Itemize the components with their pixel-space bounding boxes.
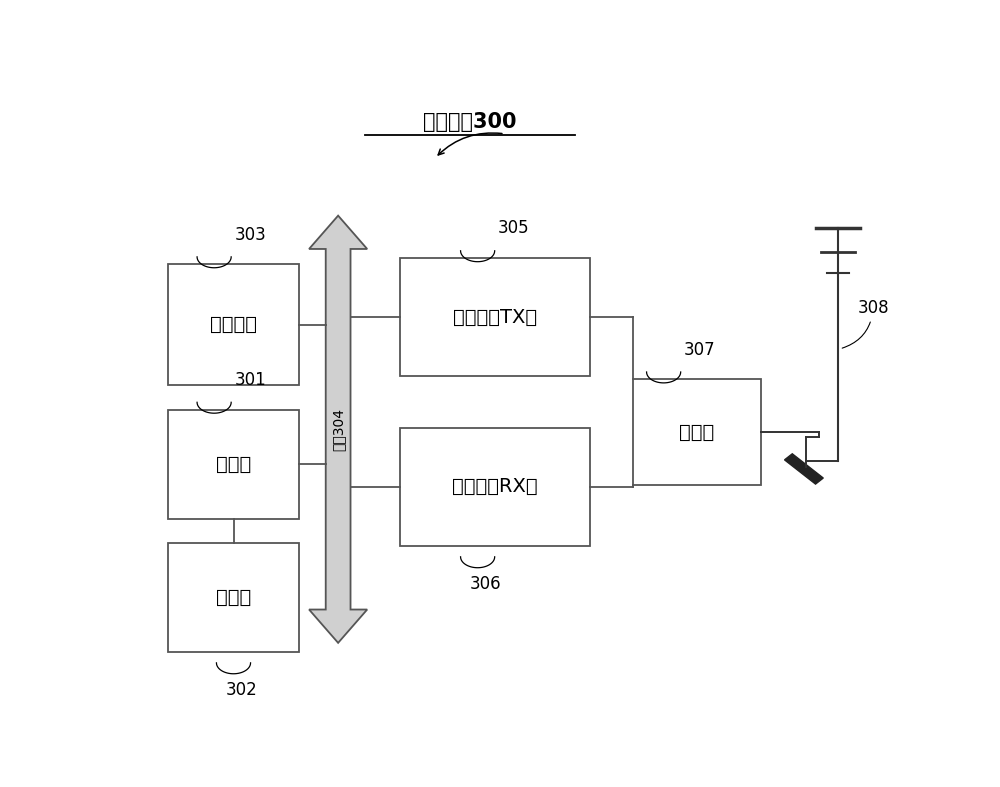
Text: 网络接口: 网络接口 <box>210 316 257 334</box>
Text: 307: 307 <box>684 341 715 359</box>
Bar <box>168 409 299 519</box>
Text: 302: 302 <box>226 681 258 699</box>
Text: 处理器: 处理器 <box>216 455 251 474</box>
Text: 306: 306 <box>470 575 501 593</box>
Polygon shape <box>785 454 823 484</box>
Text: 总线304: 总线304 <box>331 408 345 451</box>
Bar <box>400 427 590 546</box>
Bar <box>168 543 299 652</box>
Text: 308: 308 <box>842 298 889 348</box>
Text: 305: 305 <box>498 220 529 238</box>
Bar <box>168 264 299 386</box>
Bar <box>400 258 590 376</box>
Text: 接收器（RX）: 接收器（RX） <box>452 478 538 497</box>
Bar <box>633 379 761 486</box>
Text: 303: 303 <box>234 226 266 243</box>
Text: 存储器: 存储器 <box>216 588 251 607</box>
Text: 发射器（TX）: 发射器（TX） <box>453 308 537 327</box>
Polygon shape <box>309 216 367 643</box>
Text: 耦合器: 耦合器 <box>679 423 714 442</box>
Text: 网络设备300: 网络设备300 <box>423 112 517 131</box>
Text: 301: 301 <box>234 371 266 389</box>
